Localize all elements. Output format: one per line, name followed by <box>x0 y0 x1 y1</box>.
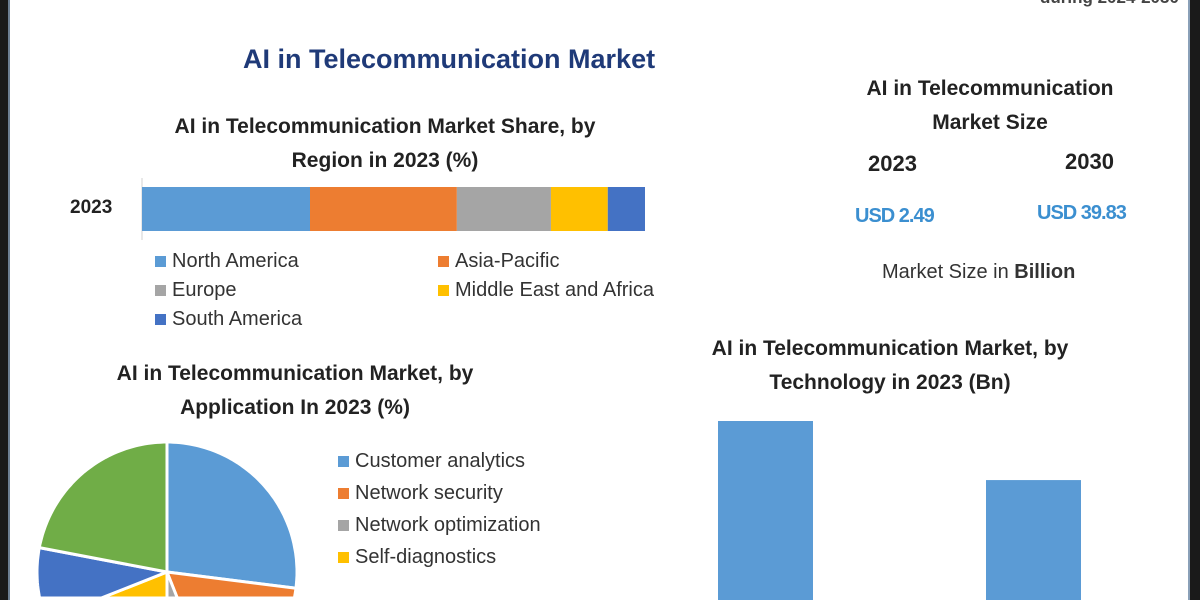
legend-label: Self-diagnostics <box>355 546 497 568</box>
legend-item: South America <box>155 308 438 331</box>
legend-swatch <box>338 552 349 563</box>
legend-item: Asia-Pacific <box>438 250 695 273</box>
market-size-note: Market Size in Billion <box>882 261 1075 284</box>
technology-title-line2: Technology in 2023 (Bn) <box>769 371 1011 394</box>
legend-item: North America <box>155 250 438 273</box>
legend-item: Network security <box>338 482 541 505</box>
legend-label: Customer analytics <box>355 450 526 472</box>
legend-item: Self-diagnostics <box>338 546 541 569</box>
legend-label: South America <box>172 308 303 330</box>
market-size-title: AI in Telecommunication Market Size <box>820 72 1160 140</box>
legend-swatch <box>155 285 166 296</box>
note-prefix: Market Size in <box>882 261 1015 283</box>
legend-swatch <box>438 256 449 267</box>
region-title-line2: Region in 2023 (%) <box>291 149 479 172</box>
region-chart-title: AI in Telecommunication Market Share, by… <box>120 110 650 178</box>
legend-label: Asia-Pacific <box>455 250 560 272</box>
technology-chart-title: AI in Telecommunication Market, by Techn… <box>640 332 1140 400</box>
pie-slice <box>165 570 298 600</box>
region-bar-segment <box>550 187 608 231</box>
region-bar-segment <box>310 187 457 231</box>
legend-label: Network optimization <box>355 514 541 536</box>
application-title-line1: AI in Telecommunication Market, by <box>116 362 474 385</box>
legend-label: Europe <box>172 279 237 301</box>
technology-title-line1: AI in Telecommunication Market, by <box>711 337 1069 360</box>
legend-item: Network optimization <box>338 514 541 537</box>
legend-item: Europe <box>155 279 438 302</box>
year-2023: 2023 <box>868 151 917 176</box>
region-bar-segment <box>142 187 311 231</box>
application-chart-title: AI in Telecommunication Market, by Appli… <box>60 357 530 425</box>
market-size-title-line2: Market Size <box>932 111 1048 134</box>
legend-label: Network security <box>355 482 503 504</box>
legend-item: Middle East and Africa <box>438 279 695 302</box>
pie-slice <box>35 546 169 600</box>
legend-swatch <box>338 520 349 531</box>
region-title-line1: AI in Telecommunication Market Share, by <box>174 115 596 138</box>
region-bar-segment <box>607 187 645 231</box>
legend-label: Middle East and Africa <box>455 279 654 301</box>
legend-label: North America <box>172 250 299 272</box>
value-2023: USD 2.49 <box>855 205 935 227</box>
legend-swatch <box>338 456 349 467</box>
value-2030: USD 39.83 <box>1037 202 1127 224</box>
pie-slice <box>165 440 299 590</box>
application-title-line2: Application In 2023 (%) <box>180 396 410 419</box>
technology-bar <box>986 480 1081 600</box>
legend-item: Customer analytics <box>338 450 541 473</box>
region-category-label: 2023 <box>70 197 113 218</box>
application-legend: Customer analytics Network security Networ… <box>338 450 541 569</box>
legend-swatch <box>338 488 349 499</box>
region-legend: North America Asia-Pacific Europe Middle Ea… <box>155 250 695 331</box>
legend-swatch <box>438 285 449 296</box>
legend-swatch <box>155 256 166 267</box>
technology-bar <box>718 421 813 600</box>
year-2030: 2030 <box>1065 149 1114 174</box>
region-bar-segment <box>456 187 551 231</box>
market-size-title-line1: AI in Telecommunication <box>866 77 1114 100</box>
note-unit: Billion <box>1014 261 1076 283</box>
main-title: AI in Telecommunication Market <box>243 44 656 74</box>
clipped-subtitle: during 2024-2030 <box>1040 0 1179 8</box>
pie-slice <box>37 440 169 574</box>
legend-swatch <box>155 314 166 325</box>
